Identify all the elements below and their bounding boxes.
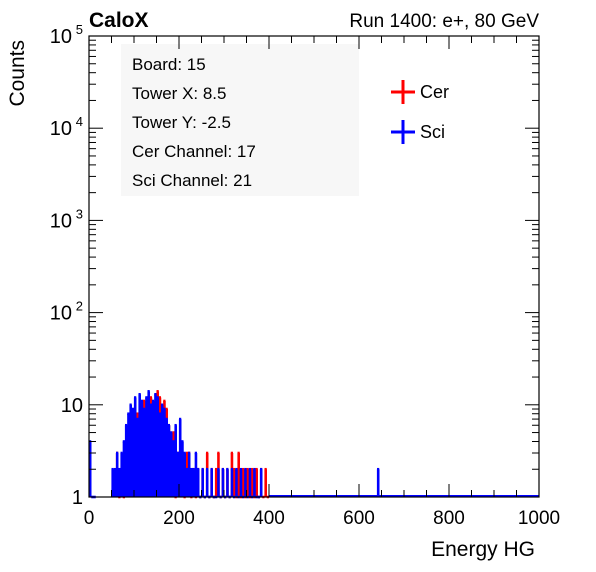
- y-tick-label: 10: [50, 26, 72, 48]
- plot-frame: [88, 35, 540, 498]
- info-line-board: Board: 15: [132, 55, 206, 74]
- y-tick-label: 1: [72, 487, 83, 509]
- y-axis-title: Counts: [6, 40, 29, 107]
- legend-cer-label: Cer: [420, 82, 449, 102]
- info-line-tower-y: Tower Y: -2.5: [132, 113, 231, 132]
- x-tick-label: 200: [163, 508, 195, 529]
- x-tick-label: 400: [253, 508, 285, 529]
- info-line-cer-channel: Cer Channel: 17: [132, 142, 256, 161]
- y-tick-exponent: 2: [76, 299, 83, 314]
- y-tick-exponent: 4: [76, 114, 83, 129]
- header-left-label: CaloX: [89, 9, 149, 32]
- header-right-label: Run 1400: e+, 80 GeV: [349, 11, 539, 32]
- info-line-tower-x: Tower X: 8.5: [132, 84, 227, 103]
- y-tick-label: 10: [50, 118, 72, 140]
- info-box-lines: Board: 15 Tower X: 8.5 Tower Y: -2.5 Cer…: [132, 55, 256, 190]
- legend: Cer Sci: [391, 80, 449, 144]
- series-layer: [88, 390, 539, 499]
- y-tick-exponent: 3: [76, 206, 83, 221]
- y-tick-exponent: 5: [76, 22, 83, 37]
- x-tick-label: 800: [433, 508, 465, 529]
- x-tick-label: 0: [84, 508, 95, 529]
- info-line-sci-channel: Sci Channel: 21: [132, 171, 252, 190]
- y-tick-label: 10: [61, 395, 83, 417]
- series-sci: [88, 390, 380, 499]
- x-tick-label: 600: [343, 508, 375, 529]
- axis-layer: 0 200 400 600 800 1000 1 10 10 2 10 3 10 4 10 5: [50, 22, 560, 529]
- legend-sci-label: Sci: [420, 122, 445, 142]
- x-axis-title: Energy HG: [431, 538, 535, 561]
- y-tick-label: 10: [50, 303, 72, 325]
- y-tick-label: 10: [50, 210, 72, 232]
- info-box: [121, 44, 359, 196]
- x-tick-label: 1000: [518, 508, 560, 529]
